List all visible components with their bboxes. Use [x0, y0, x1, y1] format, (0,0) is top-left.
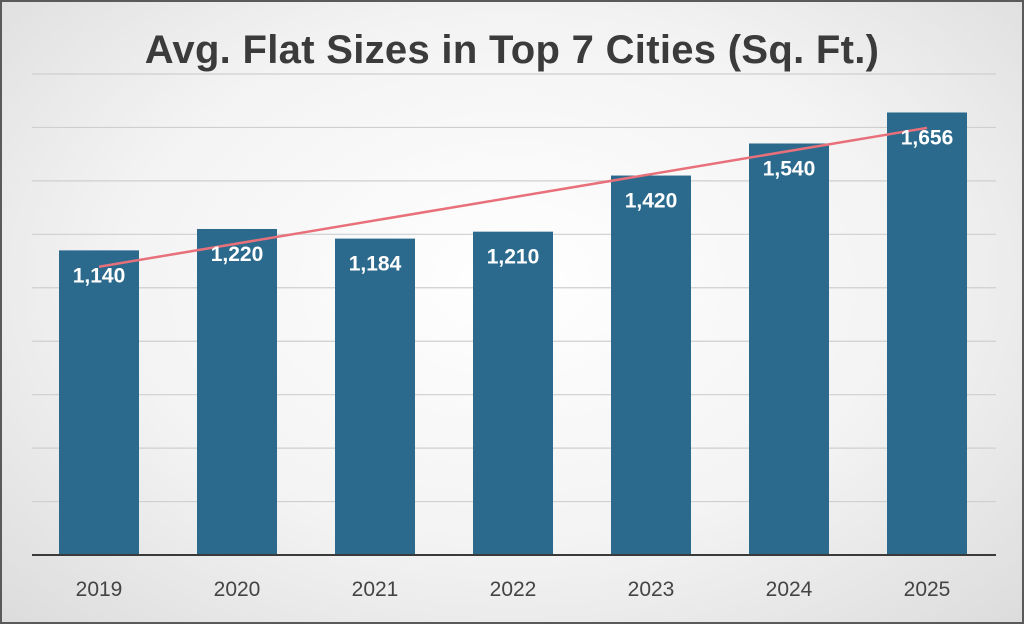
bar-2024	[749, 143, 829, 555]
bars	[59, 112, 967, 556]
data-label-2021: 1,184	[349, 253, 402, 276]
x-tick-label-2025: 2025	[904, 578, 951, 601]
x-tick-label-2021: 2021	[352, 578, 399, 601]
bar-2023	[611, 175, 691, 556]
data-label-2023: 1,420	[625, 190, 678, 213]
data-label-2022: 1,210	[487, 246, 540, 269]
data-label-2019: 1,140	[73, 264, 126, 287]
data-label-2024: 1,540	[763, 157, 816, 180]
x-tick-labels: 2019 2020 2021 2022 2023 2024 2025	[76, 578, 951, 601]
x-tick-label-2023: 2023	[628, 578, 675, 601]
x-tick-label-2019: 2019	[76, 578, 123, 601]
data-label-2025: 1,656	[901, 126, 954, 149]
bar-2020	[197, 228, 277, 555]
bar-2022	[473, 231, 553, 555]
chart-title: Avg. Flat Sizes in Top 7 Cities (Sq. Ft.…	[144, 28, 880, 72]
trendline	[98, 126, 928, 268]
bar-2021	[335, 238, 415, 555]
data-labels: 1,140 1,220 1,184 1,210 1,420 1,540 1,656	[73, 126, 954, 287]
data-label-2020: 1,220	[211, 243, 264, 266]
bar-2019	[59, 250, 139, 555]
x-tick-label-2024: 2024	[766, 578, 813, 601]
x-tick-label-2022: 2022	[490, 578, 537, 601]
bar-2025	[887, 112, 967, 555]
x-tick-label-2020: 2020	[214, 578, 261, 601]
